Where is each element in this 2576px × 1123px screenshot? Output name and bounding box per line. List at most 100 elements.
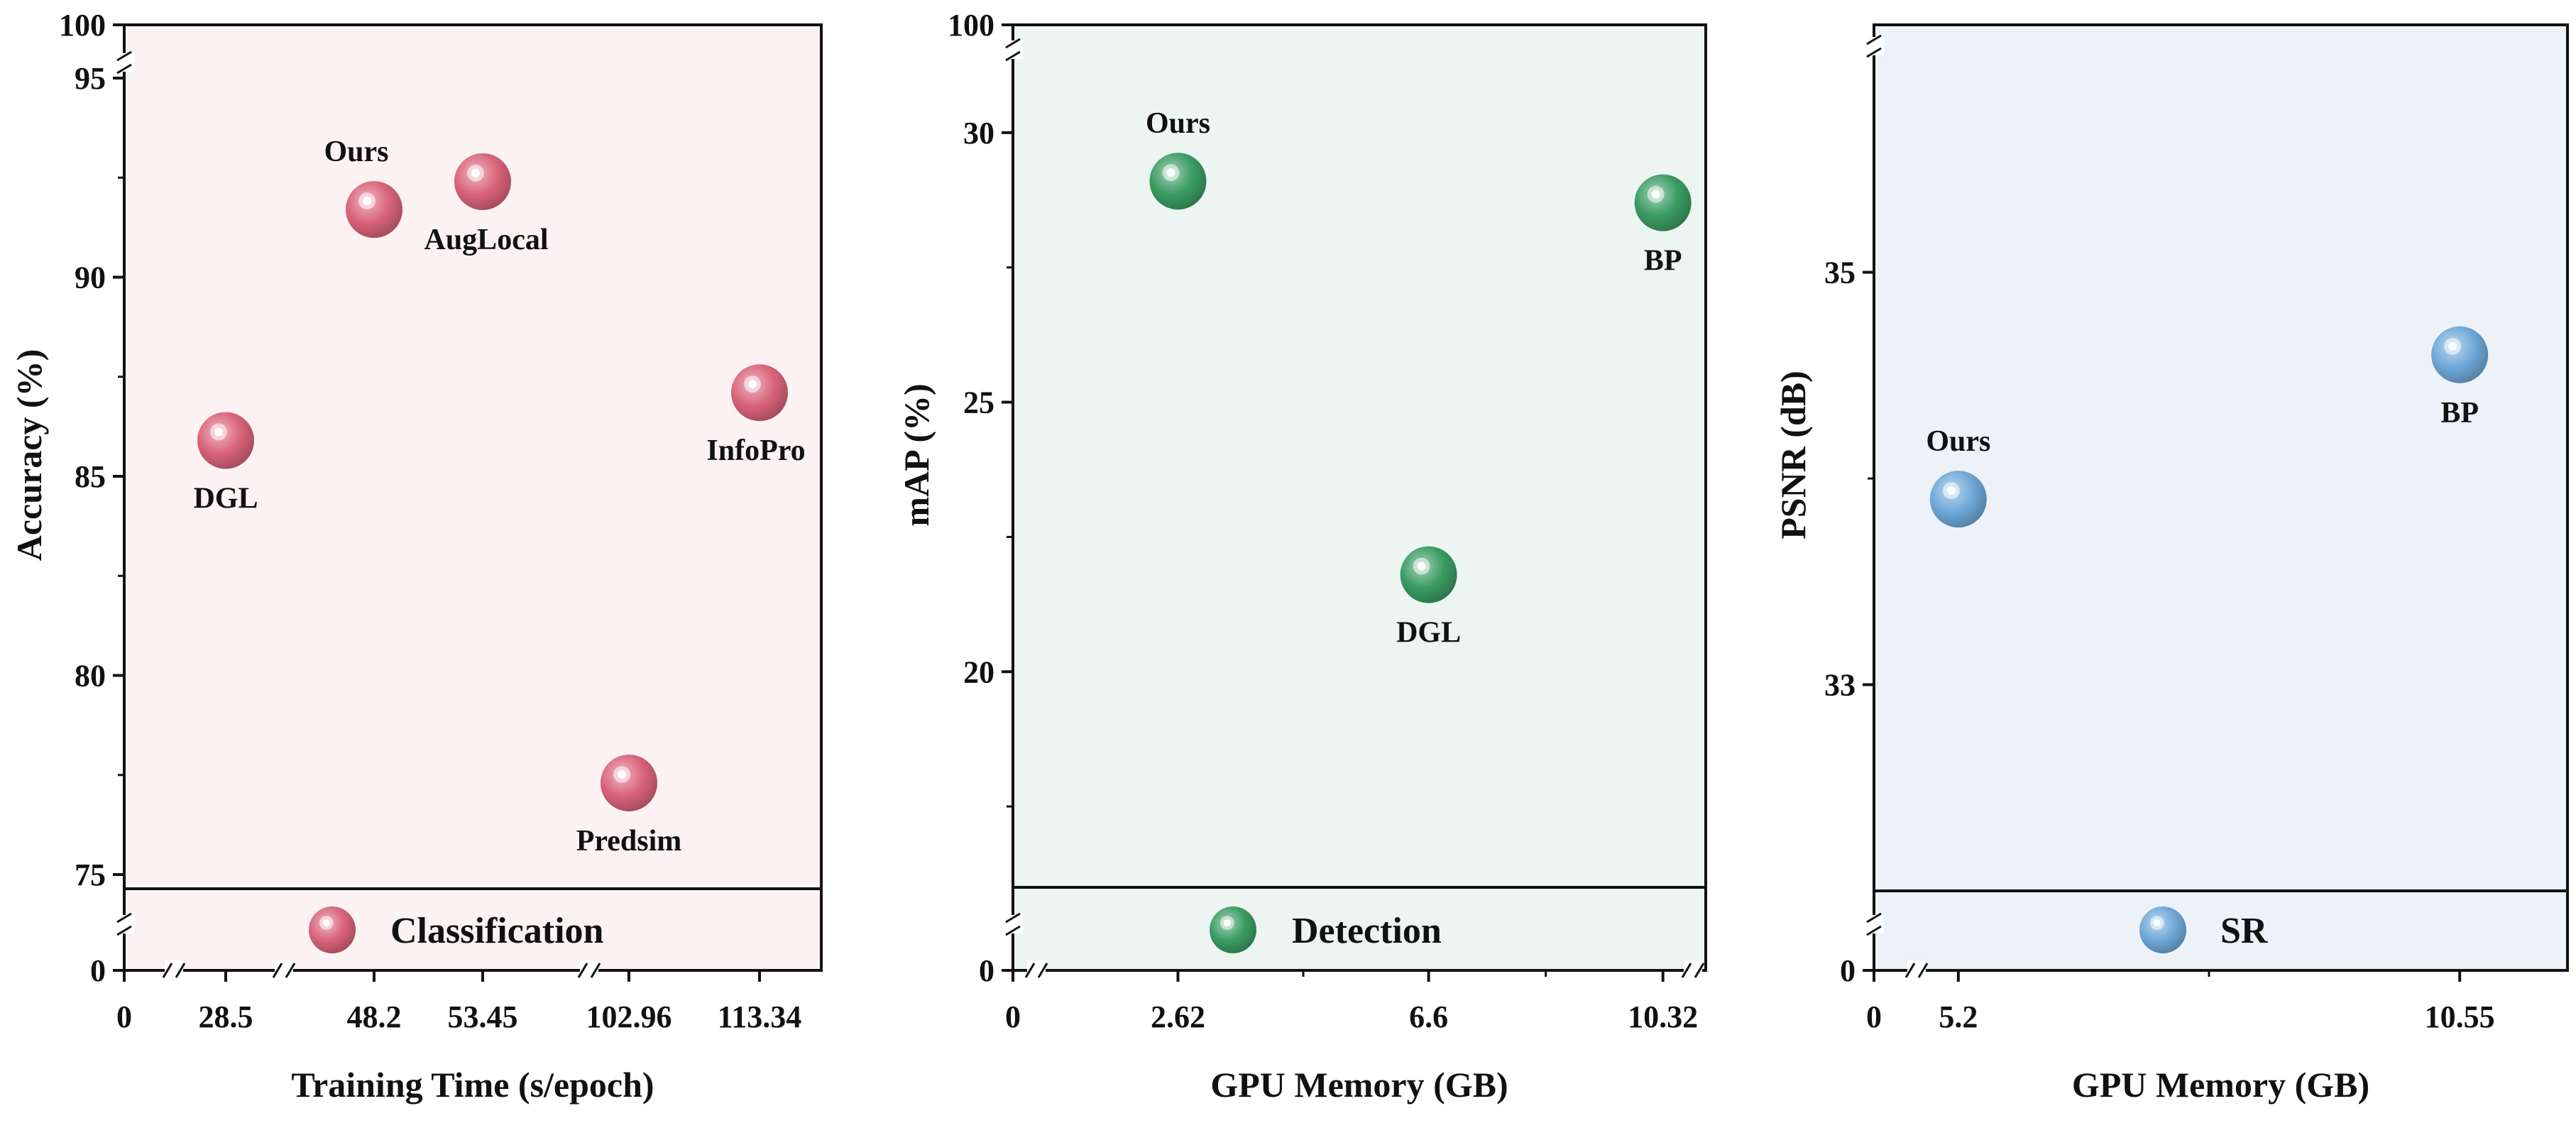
legend-marker xyxy=(309,906,356,953)
x-tick-label: 113.34 xyxy=(718,999,802,1034)
x-tick-label: 0 xyxy=(1005,999,1021,1034)
marker-glint xyxy=(471,168,480,177)
y-tick-label: 100 xyxy=(59,8,106,43)
x-tick-label: 0 xyxy=(116,999,132,1034)
y-axis-title: mAP (%) xyxy=(897,383,936,526)
y-tick-label: 75 xyxy=(75,858,106,892)
axis-break-mark xyxy=(272,960,296,980)
data-point-infopro xyxy=(731,364,788,422)
point-label-predsim: Predsim xyxy=(576,825,682,858)
y-tick-label: 25 xyxy=(963,385,994,420)
axis-break-slash xyxy=(116,925,132,936)
plot-background xyxy=(1013,25,1706,970)
point-label-ours: Ours xyxy=(1146,107,1210,140)
axis-break-mark xyxy=(162,960,186,980)
axis-break-mark xyxy=(114,50,134,75)
axis-break-slash xyxy=(1694,963,1705,978)
point-label-dgl: DGL xyxy=(1396,617,1461,650)
axis-break-slash xyxy=(577,963,588,978)
marker-glint xyxy=(618,769,626,779)
y-tick-label: 90 xyxy=(75,261,106,295)
point-label-ours: Ours xyxy=(324,136,388,168)
axis-break-slash xyxy=(1866,47,1882,58)
x-tick-label: 102.96 xyxy=(586,999,672,1034)
legend-classification: Classification xyxy=(309,906,604,953)
axis-break-slash xyxy=(1917,963,1929,978)
marker-glint xyxy=(1166,168,1175,177)
data-point-auglocal xyxy=(454,153,511,210)
point-label-dgl: DGL xyxy=(193,483,258,515)
axis-break-slash xyxy=(116,912,132,924)
x-tick-label: 53.45 xyxy=(448,999,518,1034)
marker-body xyxy=(1210,906,1256,953)
axis-break-mark xyxy=(1864,34,1884,58)
axis-break-mark xyxy=(1904,960,1929,980)
y-tick-label: 100 xyxy=(948,8,994,43)
marker-body xyxy=(731,364,788,422)
marker-body xyxy=(197,412,254,469)
axis-break-slash xyxy=(1866,34,1882,45)
legend-label: Detection xyxy=(1292,911,1442,951)
axis-break-slash xyxy=(1005,50,1021,62)
marker-glint xyxy=(1651,190,1660,199)
x-tick-label: 5.2 xyxy=(1939,999,1978,1034)
x-tick-label: 2.62 xyxy=(1151,999,1205,1034)
axis-break-mark xyxy=(1681,960,1705,980)
point-label-ours: Ours xyxy=(1926,425,1990,458)
y-tick-label: 80 xyxy=(75,659,106,694)
axis-break-mark xyxy=(577,960,601,980)
marker-glint xyxy=(1417,562,1426,571)
axis-break-mark xyxy=(1003,912,1023,936)
marker-body xyxy=(601,754,657,811)
axis-break-slash xyxy=(590,963,601,978)
y-tick-label: 85 xyxy=(75,459,106,494)
marker-glint xyxy=(748,380,757,389)
marker-body xyxy=(1634,174,1692,231)
x-axis-title: GPU Memory (GB) xyxy=(2072,1065,2369,1105)
marker-glint xyxy=(363,197,371,206)
axis-break-slash xyxy=(116,63,132,75)
y-axis-title: Accuracy (%) xyxy=(9,349,49,562)
axis-break-mark xyxy=(1864,912,1884,936)
y-tick-label: 0 xyxy=(979,953,994,988)
legend-sr: SR xyxy=(2139,906,2269,953)
data-point-ours xyxy=(1149,153,1207,210)
y-tick-label: 20 xyxy=(963,654,994,689)
axis-break-slash xyxy=(1037,963,1048,978)
y-tick-label: 95 xyxy=(75,61,106,96)
data-point-dgl xyxy=(197,412,254,469)
marker-body xyxy=(2431,326,2489,383)
marker-body xyxy=(309,906,356,953)
marker-body xyxy=(1400,546,1457,603)
marker-glint xyxy=(322,919,330,927)
marker-glint xyxy=(214,427,223,437)
y-tick-label: 30 xyxy=(963,116,994,150)
axis-break-slash xyxy=(116,50,132,62)
plot-frame xyxy=(1012,23,1707,972)
x-tick-label: 10.55 xyxy=(2425,999,2495,1034)
data-point-bp xyxy=(2431,326,2489,383)
data-point-ours xyxy=(1929,471,1987,528)
marker-body xyxy=(1929,471,1987,528)
axis-break-slash xyxy=(1904,963,1916,978)
axis-break-mark xyxy=(114,912,134,936)
plot-background xyxy=(1874,25,2567,970)
axis-break-mark xyxy=(1024,960,1048,980)
legend-label: Classification xyxy=(390,911,604,951)
axis-break-slash xyxy=(1005,38,1021,49)
legend-marker xyxy=(1210,906,1256,953)
marker-glint xyxy=(2153,919,2161,927)
plot-frame xyxy=(1873,23,2569,972)
plot-frame xyxy=(123,23,823,972)
point-label-bp: BP xyxy=(1644,245,1682,278)
y-tick-label: 33 xyxy=(1824,668,1856,703)
marker-body xyxy=(346,181,402,239)
y-tick-label: 0 xyxy=(1840,953,1856,988)
axis-break-slash xyxy=(1681,963,1692,978)
legend-marker xyxy=(2139,906,2186,953)
data-point-dgl xyxy=(1400,546,1457,603)
point-label-bp: BP xyxy=(2440,397,2479,429)
axis-break-slash xyxy=(272,963,283,978)
axis-break-slash xyxy=(162,963,173,978)
